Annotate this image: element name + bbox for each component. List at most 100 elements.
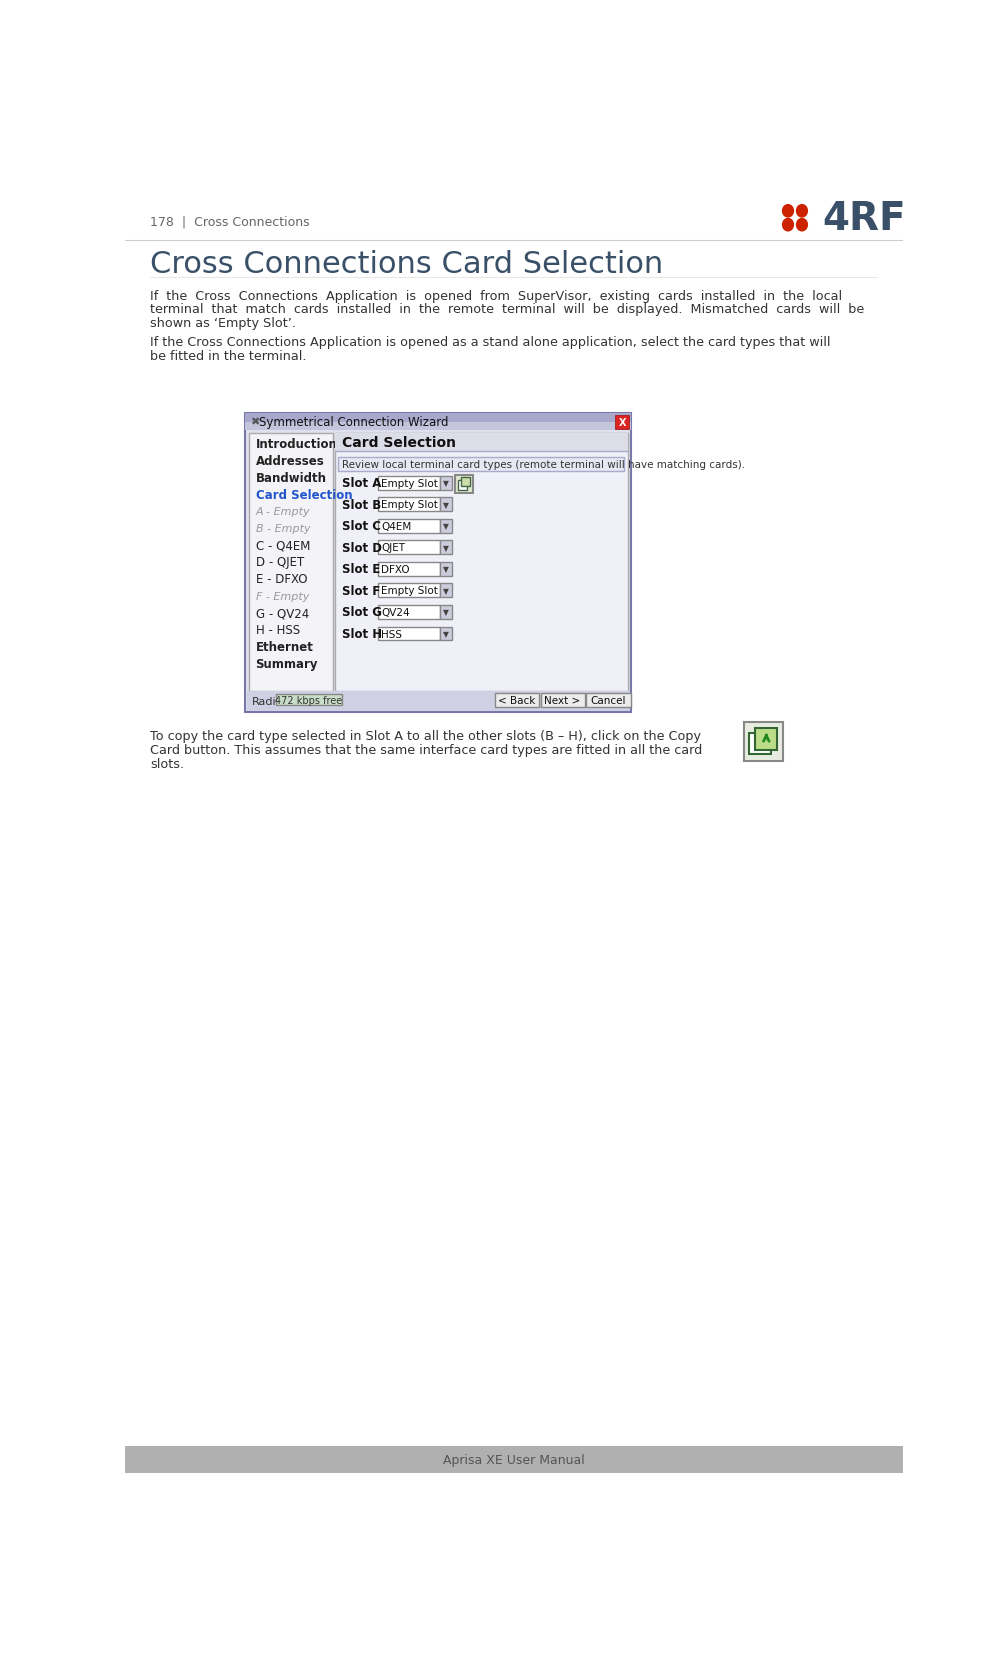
Text: Q4EM: Q4EM	[381, 521, 411, 531]
FancyBboxPatch shape	[335, 434, 627, 452]
Text: Addresses: Addresses	[256, 455, 324, 467]
Text: ▼: ▼	[443, 521, 449, 531]
Text: ▼: ▼	[443, 478, 449, 488]
Text: Cancel: Cancel	[590, 695, 625, 705]
Text: B - Empty: B - Empty	[256, 523, 310, 533]
Text: ✖: ✖	[249, 417, 260, 427]
Text: QV24: QV24	[381, 607, 410, 617]
FancyBboxPatch shape	[246, 692, 629, 712]
FancyBboxPatch shape	[495, 693, 539, 707]
FancyBboxPatch shape	[540, 693, 584, 707]
Text: Summary: Summary	[256, 657, 318, 670]
Text: Slot E: Slot E	[342, 563, 380, 576]
Text: Symmetrical Connection Wizard: Symmetrical Connection Wizard	[260, 415, 449, 429]
Text: Card Selection: Card Selection	[342, 435, 455, 450]
Text: Aprisa XE User Manual: Aprisa XE User Manual	[442, 1453, 584, 1466]
FancyBboxPatch shape	[378, 498, 440, 511]
FancyBboxPatch shape	[378, 520, 440, 533]
Text: Slot D: Slot D	[342, 541, 381, 554]
Text: ▼: ▼	[443, 607, 449, 617]
Text: Radio: Radio	[252, 697, 283, 707]
FancyBboxPatch shape	[378, 563, 440, 576]
FancyBboxPatch shape	[277, 695, 342, 705]
Text: Next >: Next >	[544, 695, 580, 705]
FancyBboxPatch shape	[755, 728, 777, 750]
Text: 178  |  Cross Connections: 178 | Cross Connections	[150, 215, 310, 228]
Text: < Back: < Back	[498, 695, 535, 705]
Text: Slot G: Slot G	[342, 606, 381, 619]
Text: Slot F: Slot F	[342, 584, 380, 597]
Ellipse shape	[782, 205, 793, 218]
Text: Cross Connections Card Selection: Cross Connections Card Selection	[150, 250, 662, 278]
FancyBboxPatch shape	[378, 541, 440, 554]
FancyBboxPatch shape	[748, 733, 771, 755]
FancyBboxPatch shape	[378, 606, 440, 619]
Text: 4RF: 4RF	[822, 200, 905, 238]
Text: terminal  that  match  cards  installed  in  the  remote  terminal  will  be  di: terminal that match cards installed in t…	[150, 303, 864, 316]
Text: C - Q4EM: C - Q4EM	[256, 540, 310, 553]
Text: DFXO: DFXO	[381, 564, 410, 574]
Text: Empty Slot: Empty Slot	[381, 500, 438, 510]
Text: ▼: ▼	[443, 586, 449, 596]
Ellipse shape	[796, 205, 807, 218]
FancyBboxPatch shape	[440, 584, 452, 597]
Text: Empty Slot: Empty Slot	[381, 478, 438, 488]
Text: QJET: QJET	[381, 543, 405, 553]
Text: 472 kbps free: 472 kbps free	[276, 695, 343, 705]
Text: HSS: HSS	[381, 629, 402, 639]
Text: A - Empty: A - Empty	[256, 506, 310, 516]
FancyBboxPatch shape	[461, 478, 470, 487]
Text: slots.: slots.	[150, 758, 184, 770]
FancyBboxPatch shape	[249, 434, 333, 692]
Text: be fitted in the terminal.: be fitted in the terminal.	[150, 349, 307, 362]
FancyBboxPatch shape	[245, 414, 631, 430]
FancyBboxPatch shape	[245, 422, 631, 430]
Text: Slot C: Slot C	[342, 520, 380, 533]
FancyBboxPatch shape	[440, 563, 452, 576]
FancyBboxPatch shape	[440, 627, 452, 640]
Text: Ethernet: Ethernet	[256, 640, 314, 654]
Text: ▼: ▼	[443, 500, 449, 510]
Text: Empty Slot: Empty Slot	[381, 586, 438, 596]
FancyBboxPatch shape	[338, 458, 624, 472]
Text: ▼: ▼	[443, 543, 449, 553]
FancyBboxPatch shape	[440, 498, 452, 511]
FancyBboxPatch shape	[586, 693, 630, 707]
Text: shown as ‘Empty Slot’.: shown as ‘Empty Slot’.	[150, 318, 296, 329]
FancyBboxPatch shape	[440, 606, 452, 619]
FancyBboxPatch shape	[454, 475, 473, 495]
FancyBboxPatch shape	[125, 1446, 902, 1473]
FancyBboxPatch shape	[378, 584, 440, 597]
Text: If  the  Cross  Connections  Application  is  opened  from  SuperVisor,  existin: If the Cross Connections Application is …	[150, 290, 842, 303]
FancyBboxPatch shape	[743, 723, 782, 761]
Text: Card Selection: Card Selection	[256, 488, 352, 501]
Text: Slot A: Slot A	[342, 477, 381, 490]
FancyBboxPatch shape	[378, 477, 440, 490]
FancyBboxPatch shape	[440, 520, 452, 533]
Text: Slot B: Slot B	[342, 498, 381, 511]
Text: ▼: ▼	[443, 564, 449, 574]
Text: D - QJET: D - QJET	[256, 556, 304, 569]
FancyBboxPatch shape	[335, 434, 627, 692]
FancyBboxPatch shape	[614, 415, 628, 429]
Text: H - HSS: H - HSS	[256, 624, 300, 637]
FancyBboxPatch shape	[457, 482, 467, 490]
Text: Card button. This assumes that the same interface card types are fitted in all t: Card button. This assumes that the same …	[150, 743, 701, 756]
Text: Slot H: Slot H	[342, 627, 382, 640]
Text: X: X	[618, 417, 625, 427]
Text: To copy the card type selected in Slot A to all the other slots (B – H), click o: To copy the card type selected in Slot A…	[150, 730, 700, 743]
Text: F - Empty: F - Empty	[256, 591, 309, 601]
Text: Introduction: Introduction	[256, 437, 337, 450]
FancyBboxPatch shape	[245, 414, 631, 713]
Text: G - QV24: G - QV24	[256, 607, 309, 621]
Ellipse shape	[782, 220, 793, 232]
FancyBboxPatch shape	[440, 477, 452, 490]
Text: Bandwidth: Bandwidth	[256, 472, 327, 485]
Text: ▼: ▼	[443, 629, 449, 639]
FancyBboxPatch shape	[440, 541, 452, 554]
Ellipse shape	[796, 220, 807, 232]
Text: If the Cross Connections Application is opened as a stand alone application, sel: If the Cross Connections Application is …	[150, 336, 830, 349]
Text: E - DFXO: E - DFXO	[256, 573, 307, 586]
Text: Review local terminal card types (remote terminal will have matching cards).: Review local terminal card types (remote…	[342, 460, 743, 470]
FancyBboxPatch shape	[378, 627, 440, 640]
